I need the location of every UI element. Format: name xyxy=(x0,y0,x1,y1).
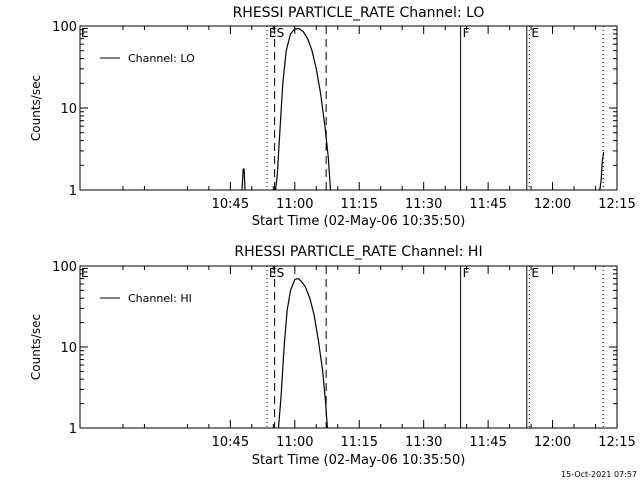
chart-title: RHESSI PARTICLE_RATE Channel: HI xyxy=(234,244,482,260)
x-tick-label: 11:30 xyxy=(405,435,442,450)
y-tick-label: 1 xyxy=(69,184,77,199)
y-tick-label: 100 xyxy=(52,260,77,275)
x-tick-label: 11:15 xyxy=(341,435,378,450)
y-axis-label: Counts/sec xyxy=(29,75,43,141)
x-tick-label: 12:00 xyxy=(534,197,571,212)
legend-label: Channel: HI xyxy=(128,292,192,305)
x-axis-label: Start Time (02-May-06 10:35:50) xyxy=(252,214,466,229)
y-tick-label: 10 xyxy=(60,341,77,356)
x-tick-label: 10:45 xyxy=(212,197,249,212)
x-tick-label: 11:00 xyxy=(276,435,313,450)
x-tick-label: 12:00 xyxy=(534,435,571,450)
event-marker-label: S xyxy=(277,266,285,280)
event-marker-label: F xyxy=(463,26,470,40)
x-tick-label: 11:00 xyxy=(276,197,313,212)
x-axis-label: Start Time (02-May-06 10:35:50) xyxy=(252,453,466,468)
x-tick-label: 12:15 xyxy=(598,435,635,450)
y-axis-label: Counts/sec xyxy=(29,314,43,380)
x-tick-label: 12:15 xyxy=(598,197,635,212)
data-series-lo xyxy=(599,152,605,191)
x-tick-label: 11:15 xyxy=(341,197,378,212)
x-tick-label: 11:30 xyxy=(405,197,442,212)
y-tick-label: 1 xyxy=(69,422,77,437)
chart-title: RHESSI PARTICLE_RATE Channel: LO xyxy=(233,5,485,21)
event-marker-label: S xyxy=(277,26,285,40)
plot-frame xyxy=(79,265,618,429)
event-marker-label: F xyxy=(463,266,470,280)
x-tick-label: 11:45 xyxy=(469,197,506,212)
data-series-lo xyxy=(274,27,332,191)
event-marker-label: E xyxy=(269,26,277,40)
event-marker-label: E xyxy=(81,266,89,280)
plot-frame xyxy=(79,25,618,191)
footer-timestamp: 15-Oct-2021 07:57 xyxy=(561,470,637,479)
event-marker-label: E xyxy=(531,266,539,280)
y-tick-label: 10 xyxy=(60,102,77,117)
y-tick-label: 100 xyxy=(52,20,77,35)
event-marker-label: E xyxy=(81,26,89,40)
data-series-hi xyxy=(277,277,328,429)
x-tick-label: 11:45 xyxy=(469,435,506,450)
data-series-lo xyxy=(241,168,246,191)
legend-label: Channel: LO xyxy=(128,52,195,65)
hi-channel-chart: RHESSI PARTICLE_RATE Channel: HI Counts/s… xyxy=(29,244,636,468)
lo-channel-chart: RHESSI PARTICLE_RATE Channel: LO Counts/s… xyxy=(29,5,636,229)
event-marker-label: E xyxy=(531,26,539,40)
event-marker-label: E xyxy=(269,266,277,280)
x-tick-label: 10:45 xyxy=(212,435,249,450)
